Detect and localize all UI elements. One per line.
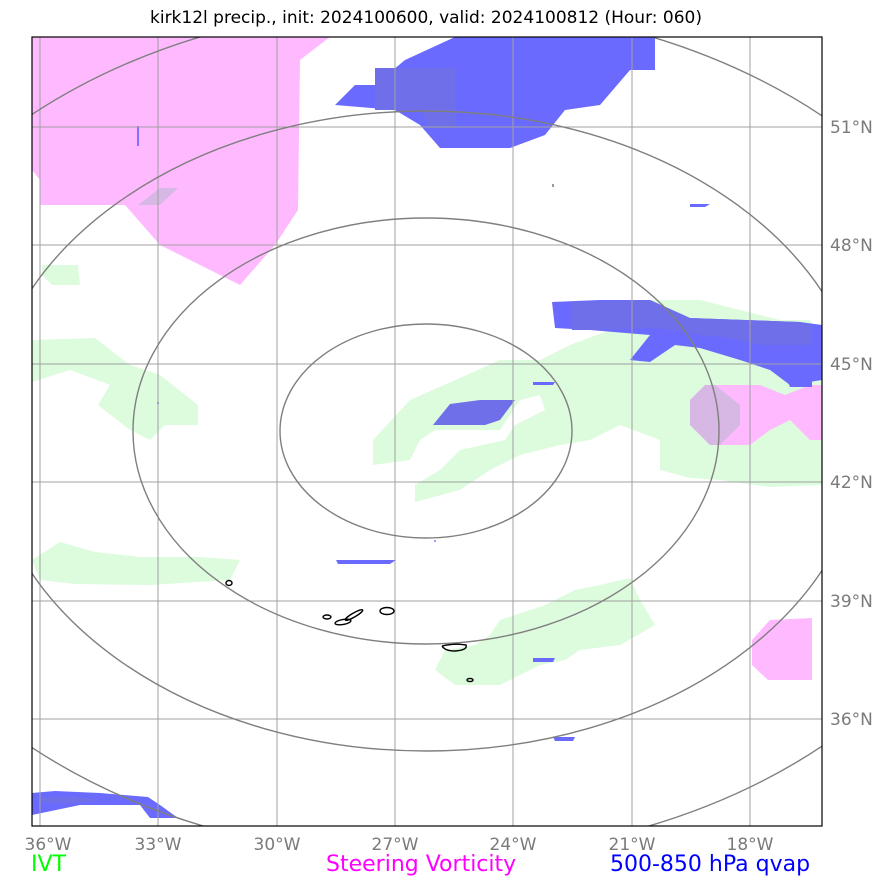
- lat-tick-label: 42°N: [830, 473, 873, 493]
- lon-tick-label: 21°W: [609, 835, 656, 855]
- lat-tick-label: 51°N: [830, 118, 873, 138]
- lat-tick-label: 45°N: [830, 355, 873, 375]
- lat-tick-label: 48°N: [830, 236, 873, 256]
- legend-qvap-label: 500-850 hPa qvap: [610, 852, 811, 877]
- range-rings: [32, 37, 822, 826]
- lat-tick-label: 39°N: [830, 592, 873, 612]
- legend-ivt-label: IVT: [31, 852, 66, 877]
- range-ring: [132, 217, 720, 645]
- lat-tick-label: 36°N: [830, 710, 873, 730]
- precip-contours: [225, 579, 474, 683]
- lon-tick-label: 18°W: [727, 835, 774, 855]
- gridlines: [32, 37, 822, 826]
- latitude-tick-labels: 51°N 48°N 45°N 42°N 39°N 36°N: [830, 118, 873, 730]
- lon-tick-label: 36°W: [25, 835, 72, 855]
- map-title: kirk12l precip., init: 2024100600, valid…: [150, 8, 702, 28]
- range-ring: [279, 323, 573, 539]
- lon-tick-label: 33°W: [135, 835, 182, 855]
- lon-tick-label: 27°W: [372, 835, 419, 855]
- map-frame: [31, 36, 823, 827]
- legend-steering-vorticity-label: Steering Vorticity: [326, 852, 517, 877]
- range-ring: [32, 110, 822, 752]
- lon-tick-label: 24°W: [490, 835, 537, 855]
- lon-tick-label: 30°W: [254, 835, 301, 855]
- longitude-tick-labels: 36°W 33°W 30°W 27°W 24°W 21°W 18°W: [25, 835, 774, 855]
